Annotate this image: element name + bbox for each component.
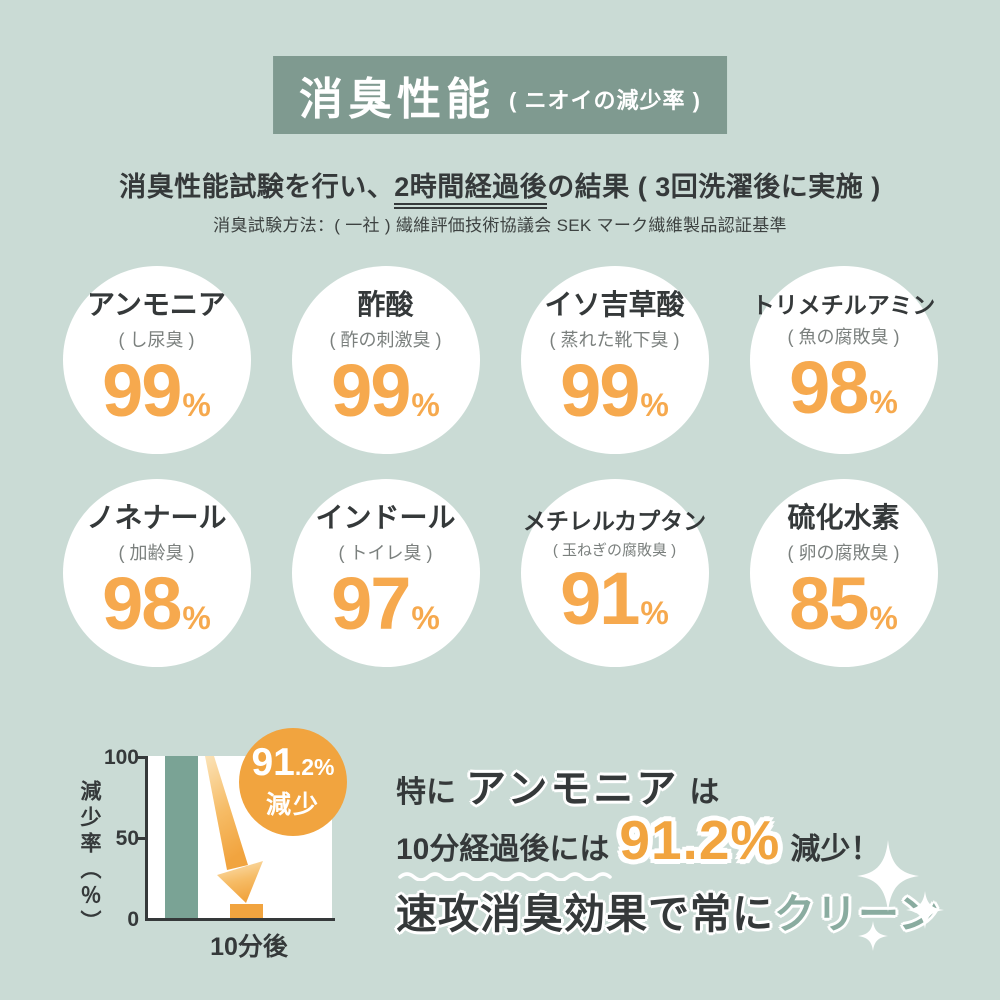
callout-line-2: 10分経過後には 91.2% 減少！ xyxy=(396,808,881,881)
stat-note: ( 玉ねぎの腐敗臭 ) xyxy=(552,541,677,559)
x-axis-line xyxy=(145,918,335,921)
stat-value: 99 % xyxy=(331,352,440,430)
down-arrow-icon xyxy=(205,756,263,903)
stat-value: 98 % xyxy=(789,349,898,427)
callout-line2-pre: 10分経過後には xyxy=(396,824,612,881)
stat-circles-row-1: アンモニア ( し尿臭 ) 99 % 酢酸 ( 酢の刺激臭 ) 99 % イソ吉… xyxy=(0,266,1000,454)
stat-percent: 99 xyxy=(102,349,182,433)
y-tick-100: 100 xyxy=(103,746,139,769)
result-text-pre: 消臭性能試験を行い、 xyxy=(119,172,395,202)
badge-value-small: .2% xyxy=(294,754,335,780)
stat-note: ( 酢の刺激臭 ) xyxy=(329,330,442,351)
stat-name: アンモニア xyxy=(87,289,226,321)
stat-value: 91 % xyxy=(560,560,669,638)
stat-circle-methyl-mercaptan: メチレルカプタン ( 玉ねぎの腐敗臭 ) 91 % xyxy=(520,479,709,667)
callout-line2-post: 減少！ xyxy=(790,833,881,866)
stat-circle-hydrogen-sulfide: 硫化水素 ( 卵の腐敗臭 ) 85 % xyxy=(749,479,938,667)
callout-line-1: 特に アンモニア は xyxy=(396,756,719,814)
stat-note: ( 蒸れた靴下臭 ) xyxy=(549,330,680,351)
stat-unit: % xyxy=(411,600,440,637)
stat-name: メチレルカプタン xyxy=(522,507,707,534)
stat-unit: % xyxy=(640,594,669,631)
y-axis-label: 減少率（％） xyxy=(78,780,101,936)
callout-line2-value: 91.2% xyxy=(619,809,781,871)
stat-value: 85 % xyxy=(789,565,898,643)
stat-circle-isovaleric-acid: イソ吉草酸 ( 蒸れた靴下臭 ) 99 % xyxy=(520,266,709,454)
stat-note: ( 魚の腐敗臭 ) xyxy=(787,327,900,348)
stat-percent: 85 xyxy=(789,562,869,646)
stat-unit: % xyxy=(182,600,211,637)
stat-circle-ammonia: アンモニア ( し尿臭 ) 99 % xyxy=(62,266,251,454)
stat-percent: 99 xyxy=(560,349,640,433)
stat-name: 酢酸 xyxy=(357,289,414,321)
badge-value-big: 91 xyxy=(251,741,295,784)
callout-line1-post: は xyxy=(689,776,720,809)
stat-circle-acetic-acid: 酢酸 ( 酢の刺激臭 ) 99 % xyxy=(291,266,480,454)
y-axis-line xyxy=(145,756,148,921)
callout-line2-pre-text: 10分経過後には xyxy=(396,833,610,866)
reduction-badge: 91 .2% 減少 xyxy=(239,728,347,836)
wavy-underline xyxy=(398,872,612,881)
x-axis-category-label: 10分後 xyxy=(210,933,288,961)
stat-circle-trimethylamine: トリメチルアミン ( 魚の腐敗臭 ) 98 % xyxy=(749,266,938,454)
stat-percent: 99 xyxy=(331,349,411,433)
stat-value: 97 % xyxy=(331,565,440,643)
page-title-note: ( ニオイの減少率 ) xyxy=(509,88,701,113)
sparkles-icon xyxy=(857,840,944,951)
stat-unit: % xyxy=(182,387,211,424)
stat-circle-indole: インドール ( トイレ臭 ) 97 % xyxy=(291,479,480,667)
badge-label: 減少 xyxy=(265,791,320,819)
stat-percent: 98 xyxy=(789,346,869,430)
y-tickmark xyxy=(138,837,145,840)
stat-value: 99 % xyxy=(560,352,669,430)
callout-text-block: 特に アンモニア は 10分経過後には 91.2% 減少！ 速攻消臭効果で常に … xyxy=(396,756,939,956)
stat-unit: % xyxy=(869,600,898,637)
callout-line3-accent: クリーン xyxy=(774,891,940,937)
stat-note: ( し尿臭 ) xyxy=(118,330,195,351)
stat-circles-row-2: ノネナール ( 加齢臭 ) 98 % インドール ( トイレ臭 ) 97 % メ… xyxy=(0,479,1000,667)
stat-value: 99 % xyxy=(102,352,211,430)
stat-name: ノネナール xyxy=(86,502,227,534)
callout-line-3: 速攻消臭効果で常に クリーン xyxy=(396,880,940,940)
stat-percent: 91 xyxy=(560,556,640,640)
stat-name: 硫化水素 xyxy=(787,502,900,534)
stat-percent: 97 xyxy=(331,562,411,646)
callout-line1-pre: 特に xyxy=(396,776,456,809)
stat-percent: 98 xyxy=(102,562,182,646)
y-tick-50: 50 xyxy=(115,827,139,850)
stat-name: トリメチルアミン xyxy=(751,292,936,318)
stat-value: 98 % xyxy=(102,565,211,643)
test-result-heading: 消臭性能試験を行い、2時間経過後の結果 ( 3回洗濯後に実施 ) xyxy=(0,165,1000,209)
stat-unit: % xyxy=(411,387,440,424)
callout-line3-main: 速攻消臭効果で常に xyxy=(396,891,774,937)
stat-note: ( トイレ臭 ) xyxy=(338,543,433,564)
page-title: 消臭性能 xyxy=(299,75,496,124)
y-tick-0: 0 xyxy=(127,908,139,931)
result-text-underlined: 2時間経過後 xyxy=(394,172,548,209)
stat-note: ( 加齢臭 ) xyxy=(118,543,195,564)
test-method-note: 消臭試験方法：( 一社 ) 繊維評価技術協議会 SEK マーク繊維製品認証基準 xyxy=(213,216,787,235)
stat-name: インドール xyxy=(315,502,456,534)
result-text-post: の結果 ( 3回洗濯後に実施 ) xyxy=(547,172,881,202)
reduction-bar-chart: 減少率（％） 100 50 0 91 .2% xyxy=(62,728,372,978)
bar-initial xyxy=(165,756,198,918)
bar-after-10min xyxy=(230,903,263,918)
stat-unit: % xyxy=(640,387,669,424)
callout-line1-emphasis: アンモニア xyxy=(466,767,680,811)
badge-value: 91 .2% xyxy=(251,743,334,782)
stat-name: イソ吉草酸 xyxy=(544,289,685,321)
y-tickmark xyxy=(138,756,145,759)
stat-unit: % xyxy=(869,384,898,421)
header-banner: 消臭性能 ( ニオイの減少率 ) xyxy=(273,56,727,134)
stat-circle-nonenal: ノネナール ( 加齢臭 ) 98 % xyxy=(62,479,251,667)
stat-note: ( 卵の腐敗臭 ) xyxy=(787,543,900,564)
